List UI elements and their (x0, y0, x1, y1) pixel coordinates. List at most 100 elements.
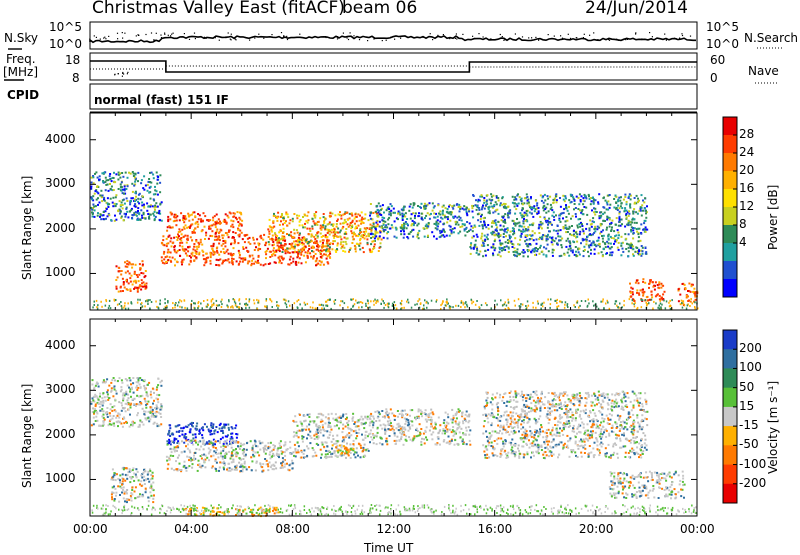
echo-cell (373, 223, 375, 225)
echo-cell (189, 431, 191, 433)
echo-cell (636, 222, 638, 224)
echo-cell (567, 252, 569, 254)
echo-cell (487, 244, 489, 246)
echo-cell (594, 244, 596, 246)
echo-cell (223, 468, 225, 470)
echo-cell (273, 247, 275, 249)
echo-cell (593, 211, 595, 213)
echo-cell (173, 237, 175, 239)
echo-cell (174, 249, 176, 251)
echo-cell (110, 188, 112, 190)
echo-cell (154, 205, 156, 207)
echo-cell (216, 239, 218, 241)
echo-cell (251, 469, 253, 471)
echo-cell (91, 182, 93, 184)
echo-cell (354, 248, 356, 250)
echo-cell (198, 433, 200, 435)
echo-cell (570, 194, 572, 196)
ground-scatter-cell (478, 306, 480, 308)
echo-cell (126, 260, 128, 262)
echo-cell (192, 440, 194, 442)
ground-scatter-cell (327, 299, 329, 301)
echo-cell (637, 201, 639, 203)
echo-cell (134, 422, 136, 424)
ground-scatter-cell (485, 302, 487, 304)
echo-cell (640, 206, 642, 208)
ground-scatter-cell (538, 303, 540, 305)
echo-cell (273, 465, 275, 467)
ground-scatter-cell (329, 299, 331, 301)
ground-scatter-cell (174, 304, 176, 306)
echo-cell (270, 226, 272, 228)
echo-cell (620, 254, 622, 256)
echo-cell (640, 223, 642, 225)
echo-cell (645, 251, 647, 253)
echo-cell (376, 205, 378, 207)
echo-cell (486, 236, 488, 238)
echo-cell (588, 245, 590, 247)
ground-scatter-cell (616, 305, 618, 307)
echo-cell (637, 198, 639, 200)
echo-cell (117, 179, 119, 181)
echo-cell (286, 233, 288, 235)
echo-cell (174, 214, 176, 216)
echo-cell (378, 250, 380, 252)
echo-cell (268, 263, 270, 265)
ground-scatter-cell (230, 306, 232, 308)
echo-cell (289, 222, 291, 224)
echo-cell (163, 251, 165, 253)
echo-cell (439, 214, 441, 216)
echo-cell (194, 440, 196, 442)
ground-scatter-cell (184, 307, 186, 309)
echo-cell (154, 186, 156, 188)
echo-cell (285, 212, 287, 214)
echo-cell (459, 210, 461, 212)
nsearch-point (350, 32, 351, 33)
echo-cell (204, 262, 206, 264)
nsearch-point (258, 34, 259, 35)
echo-cell (249, 255, 251, 257)
echo-cell (529, 212, 531, 214)
echo-cell (414, 217, 416, 219)
echo-cell (316, 242, 318, 244)
echo-cell (241, 232, 243, 234)
echo-cell (529, 224, 531, 226)
echo-cell (654, 289, 656, 291)
echo-cell (181, 434, 183, 436)
echo-cell (126, 379, 128, 381)
echo-cell (236, 437, 238, 439)
echo-cell (374, 243, 376, 245)
echo-cell (543, 246, 545, 248)
nsearch-point (505, 39, 506, 40)
echo-cell (122, 478, 124, 480)
echo-cell (306, 255, 308, 257)
echo-cell (485, 250, 487, 252)
echo-cell (280, 447, 282, 449)
ground-scatter-cell (476, 300, 478, 302)
echo-cell (201, 434, 203, 436)
nsearch-point (437, 35, 438, 36)
ground-scatter-cell (164, 298, 166, 300)
echo-cell (523, 226, 525, 228)
echo-cell (315, 260, 317, 262)
echo-cell (178, 454, 180, 456)
echo-cell (326, 240, 328, 242)
echo-cell (297, 244, 299, 246)
echo-cell (199, 463, 201, 465)
echo-cell (492, 253, 494, 255)
echo-cell (106, 411, 108, 413)
ground-scatter-cell (360, 301, 362, 303)
echo-cell (551, 239, 553, 241)
echo-cell (609, 254, 611, 256)
echo-cell (309, 228, 311, 230)
echo-cell (190, 423, 192, 425)
echo-cell (238, 263, 240, 265)
echo-cell (105, 218, 107, 220)
echo-cell (207, 219, 209, 221)
echo-cell (549, 236, 551, 238)
ground-scatter-cell (416, 303, 418, 305)
echo-cell (437, 223, 439, 225)
echo-cell (526, 210, 528, 212)
echo-cell (276, 217, 278, 219)
nsearch-point (456, 33, 457, 34)
